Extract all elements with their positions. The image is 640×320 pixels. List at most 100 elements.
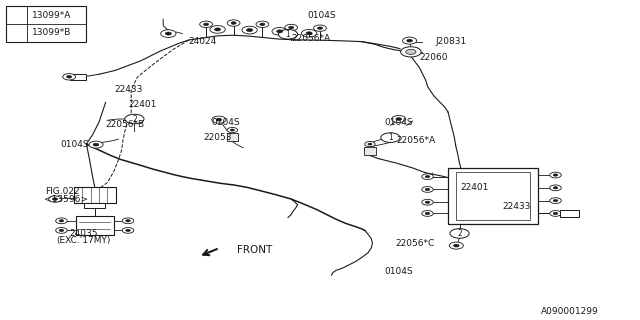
Text: 0104S: 0104S bbox=[384, 268, 413, 276]
Circle shape bbox=[278, 29, 298, 39]
Circle shape bbox=[56, 228, 67, 233]
Circle shape bbox=[285, 24, 298, 31]
Text: 2: 2 bbox=[14, 28, 19, 37]
Text: 22433: 22433 bbox=[502, 202, 531, 211]
Circle shape bbox=[550, 185, 561, 191]
Circle shape bbox=[406, 49, 416, 54]
Text: 22433: 22433 bbox=[114, 85, 142, 94]
Text: 22053: 22053 bbox=[204, 133, 232, 142]
Circle shape bbox=[306, 32, 312, 35]
Text: 24024: 24024 bbox=[189, 37, 217, 46]
Circle shape bbox=[260, 23, 265, 26]
Circle shape bbox=[256, 21, 269, 28]
Text: 0104S: 0104S bbox=[384, 118, 413, 127]
Circle shape bbox=[242, 26, 257, 34]
Text: 22401: 22401 bbox=[461, 183, 489, 192]
Circle shape bbox=[214, 28, 221, 31]
Circle shape bbox=[67, 76, 72, 78]
Circle shape bbox=[227, 127, 237, 132]
Circle shape bbox=[210, 26, 225, 33]
Bar bbox=[560, 210, 579, 217]
Text: 2: 2 bbox=[132, 115, 137, 124]
Text: <13596>: <13596> bbox=[44, 195, 88, 204]
Circle shape bbox=[422, 199, 433, 205]
Circle shape bbox=[550, 211, 561, 216]
Circle shape bbox=[368, 143, 372, 145]
Circle shape bbox=[200, 21, 212, 28]
Circle shape bbox=[550, 172, 561, 178]
Circle shape bbox=[425, 175, 430, 178]
Text: 13099*A: 13099*A bbox=[32, 11, 72, 20]
Circle shape bbox=[63, 74, 76, 80]
Text: J20831: J20831 bbox=[435, 37, 467, 46]
Circle shape bbox=[7, 10, 26, 20]
Text: 22056*B: 22056*B bbox=[106, 120, 145, 129]
Circle shape bbox=[276, 30, 283, 33]
Circle shape bbox=[425, 188, 430, 191]
Circle shape bbox=[272, 28, 287, 35]
Text: 0104S: 0104S bbox=[307, 12, 336, 20]
Circle shape bbox=[216, 118, 221, 121]
Circle shape bbox=[450, 228, 469, 238]
Circle shape bbox=[52, 198, 58, 200]
Circle shape bbox=[230, 129, 234, 131]
Bar bbox=[74, 187, 115, 203]
Circle shape bbox=[425, 201, 430, 204]
Circle shape bbox=[365, 141, 375, 147]
Circle shape bbox=[246, 28, 253, 32]
Circle shape bbox=[231, 22, 236, 24]
Text: 22056*A: 22056*A bbox=[291, 34, 330, 43]
Text: 2: 2 bbox=[457, 229, 462, 238]
Text: 0104S: 0104S bbox=[211, 118, 240, 127]
Text: 22056*A: 22056*A bbox=[397, 136, 436, 145]
Text: 0104S: 0104S bbox=[61, 140, 90, 149]
Circle shape bbox=[301, 29, 317, 37]
Circle shape bbox=[49, 196, 61, 202]
Circle shape bbox=[59, 229, 64, 232]
Circle shape bbox=[392, 116, 406, 123]
Circle shape bbox=[56, 218, 67, 224]
Bar bbox=[456, 172, 530, 220]
Circle shape bbox=[553, 212, 558, 215]
Circle shape bbox=[553, 199, 558, 202]
Circle shape bbox=[422, 211, 433, 216]
Circle shape bbox=[550, 198, 561, 204]
Bar bbox=[227, 133, 238, 141]
Bar bbox=[70, 74, 86, 80]
Circle shape bbox=[425, 212, 430, 215]
Bar bbox=[6, 6, 86, 42]
Circle shape bbox=[125, 114, 144, 124]
Circle shape bbox=[454, 244, 459, 247]
Circle shape bbox=[553, 174, 558, 176]
Text: 22401: 22401 bbox=[128, 100, 156, 109]
Circle shape bbox=[59, 220, 64, 222]
Bar bbox=[448, 168, 538, 224]
Circle shape bbox=[401, 47, 421, 57]
Circle shape bbox=[314, 25, 326, 31]
Circle shape bbox=[396, 118, 401, 120]
Text: 1: 1 bbox=[285, 30, 291, 39]
Circle shape bbox=[93, 143, 99, 146]
Text: 22060: 22060 bbox=[419, 53, 448, 62]
Text: FRONT: FRONT bbox=[237, 245, 272, 255]
Text: 1: 1 bbox=[14, 11, 19, 20]
Circle shape bbox=[449, 242, 463, 249]
Circle shape bbox=[204, 23, 209, 26]
Circle shape bbox=[381, 133, 400, 142]
Text: FIG.022: FIG.022 bbox=[45, 188, 79, 196]
Text: 1: 1 bbox=[388, 133, 393, 142]
Circle shape bbox=[125, 229, 131, 232]
Circle shape bbox=[317, 27, 323, 29]
Circle shape bbox=[407, 39, 412, 42]
Circle shape bbox=[422, 187, 433, 192]
Text: (EXC.'17MY): (EXC.'17MY) bbox=[56, 236, 110, 245]
Text: 22056*C: 22056*C bbox=[396, 239, 435, 248]
Circle shape bbox=[422, 174, 433, 180]
Bar bbox=[84, 203, 105, 208]
Circle shape bbox=[289, 26, 294, 29]
Circle shape bbox=[227, 20, 240, 26]
Bar bbox=[76, 216, 114, 235]
Text: 13099*B: 13099*B bbox=[32, 28, 72, 37]
Circle shape bbox=[122, 218, 134, 224]
Circle shape bbox=[403, 37, 417, 44]
